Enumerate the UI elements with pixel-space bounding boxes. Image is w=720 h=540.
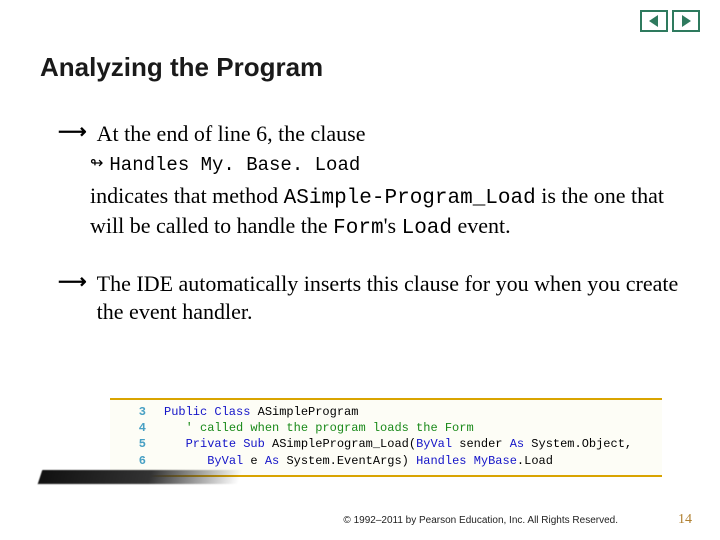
code-text: sender xyxy=(452,436,510,452)
line-number: 4 xyxy=(116,420,146,436)
para-code-2: Form xyxy=(333,217,383,240)
decorative-shadow xyxy=(38,470,243,484)
prev-slide-button[interactable] xyxy=(640,10,668,32)
code-snippet: 3 Public Class ASimpleProgram 4 ' called … xyxy=(110,398,662,477)
code-keyword: Private Sub xyxy=(186,436,265,452)
bullet-glyph-icon: ⟶ xyxy=(58,270,87,295)
line-number: 5 xyxy=(116,436,146,452)
line-number: 6 xyxy=(116,453,146,469)
code-line-4: 4 ' called when the program loads the Fo… xyxy=(116,420,656,436)
code-keyword: As xyxy=(510,436,524,452)
code-indent xyxy=(164,420,186,436)
code-keyword: ByVal xyxy=(416,436,452,452)
slide-content: ⟶ At the end of line 6, the clause ↬ Han… xyxy=(58,120,680,331)
code-indent xyxy=(164,436,186,452)
code-line-5: 5 Private Sub ASimpleProgram_Load(ByVal … xyxy=(116,436,656,452)
para-mid-2: 's xyxy=(384,213,402,238)
code-line-3: 3 Public Class ASimpleProgram xyxy=(116,404,656,420)
code-text: e xyxy=(243,453,265,469)
slide-footer: © 1992–2011 by Pearson Education, Inc. A… xyxy=(0,512,720,528)
para-pre: indicates that method xyxy=(90,183,284,208)
bullet-1: ⟶ At the end of line 6, the clause xyxy=(58,120,680,148)
code-indent xyxy=(164,453,207,469)
slide-title: Analyzing the Program xyxy=(40,52,323,83)
sub-bullet-1-code: Handles My. Base. Load xyxy=(109,154,360,176)
copyright-text: © 1992–2011 by Pearson Education, Inc. A… xyxy=(343,515,618,526)
code-text: System.EventArgs) xyxy=(279,453,416,469)
code-comment: ' called when the program loads the Form xyxy=(186,420,474,436)
code-text: System.Object, xyxy=(524,436,632,452)
bullet-2: ⟶ The IDE automatically inserts this cla… xyxy=(58,270,680,325)
sub-bullet-1: ↬ Handles My. Base. Load xyxy=(90,154,680,176)
next-slide-button[interactable] xyxy=(672,10,700,32)
code-text: ASimpleProgram xyxy=(250,404,358,420)
nav-arrows xyxy=(640,10,700,32)
bullet-glyph-icon: ⟶ xyxy=(58,120,87,145)
code-text xyxy=(467,453,474,469)
bullet-1-text: At the end of line 6, the clause xyxy=(97,120,366,148)
code-text: ASimpleProgram_Load( xyxy=(265,436,416,452)
triangle-left-icon xyxy=(647,14,661,28)
code-keyword: Handles xyxy=(416,453,466,469)
code-text: .Load xyxy=(517,453,553,469)
para-code-3: Load xyxy=(402,217,452,240)
code-keyword: Public Class xyxy=(164,404,250,420)
code-line-6: 6 ByVal e As System.EventArgs) Handles M… xyxy=(116,453,656,469)
triangle-right-icon xyxy=(679,14,693,28)
code-keyword: ByVal xyxy=(207,453,243,469)
bullet-1-continuation: indicates that method ASimple-Program_Lo… xyxy=(90,182,680,243)
page-number: 14 xyxy=(678,512,692,528)
bullet-2-text: The IDE automatically inserts this claus… xyxy=(97,270,680,325)
code-keyword: MyBase xyxy=(474,453,517,469)
sub-bullet-glyph-icon: ↬ xyxy=(90,154,103,175)
para-code-1: ASimple-Program_Load xyxy=(284,187,536,210)
code-keyword: As xyxy=(265,453,279,469)
para-post: event. xyxy=(452,213,511,238)
line-number: 3 xyxy=(116,404,146,420)
